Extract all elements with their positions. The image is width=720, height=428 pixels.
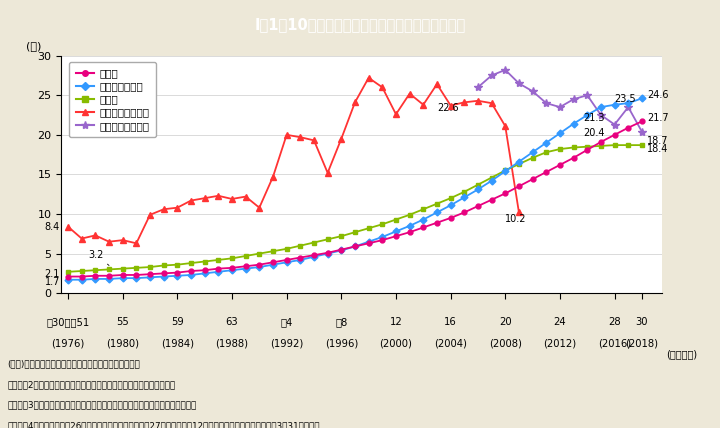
Text: 18.4: 18.4 [647,144,669,154]
Text: 2.1: 2.1 [45,269,60,279]
Text: 22.6: 22.6 [437,103,459,113]
Text: (2012): (2012) [544,338,577,348]
Y-axis label: (％): (％) [27,41,42,51]
Text: 63: 63 [225,317,238,327]
Text: (1976): (1976) [51,338,85,348]
Text: (2008): (2008) [489,338,522,348]
Text: 55: 55 [117,317,129,327]
Text: (2004): (2004) [434,338,467,348]
Text: (1988): (1988) [215,338,248,348]
Text: 3．検察官（検事），司法試験合格者については法務省資料より作成。: 3．検察官（検事），司法試験合格者については法務省資料より作成。 [7,401,197,410]
Text: 3.2: 3.2 [89,250,109,265]
Text: (1992): (1992) [270,338,303,348]
Text: 24.6: 24.6 [647,89,669,100]
Text: 4．裁判官は平成26年までは各年４月現在，平成27年以降は前年12月現在，検察官（検事）は各年3月31日現在。: 4．裁判官は平成26年までは各年４月現在，平成27年以降は前年12月現在，検察官… [7,421,320,428]
Text: 21.3: 21.3 [583,113,605,122]
Text: 昨30年以51: 昨30年以51 [46,317,90,327]
Text: 16: 16 [444,317,457,327]
Text: 8.4: 8.4 [45,222,60,232]
Text: (2000): (2000) [379,338,413,348]
Text: 21.7: 21.7 [647,113,669,122]
Text: 8: 8 [336,317,348,327]
Text: 20.4: 20.4 [583,128,605,138]
Text: (1984): (1984) [161,338,194,348]
Text: 23.5: 23.5 [615,94,636,104]
Text: (1996): (1996) [325,338,358,348]
Legend: 裁判官, 検察官（検事）, 弁護士, 旧司法試験合格者, 新司法試験合格耇: 裁判官, 検察官（検事）, 弁護士, 旧司法試験合格者, 新司法試験合格耇 [69,62,156,137]
Text: 59: 59 [171,317,184,327]
Text: (2018): (2018) [626,338,658,348]
Text: (年／年度): (年／年度) [666,349,697,359]
Text: I－1－10図　司法分野における女性の割合の推移: I－1－10図 司法分野における女性の割合の推移 [254,17,466,32]
Text: (1980): (1980) [106,338,139,348]
Text: 30: 30 [636,317,648,327]
Text: 4: 4 [281,317,293,327]
Text: 12: 12 [390,317,402,327]
Text: 1.7: 1.7 [45,277,60,287]
Text: 28: 28 [608,317,621,327]
Text: 10.2: 10.2 [505,214,527,224]
Text: 24: 24 [554,317,566,327]
Text: (2016): (2016) [598,338,631,348]
Text: 2．弁護士については日本弁護士連合会事務局資料より作成。: 2．弁護士については日本弁護士連合会事務局資料より作成。 [7,380,176,389]
Text: 18.7: 18.7 [647,137,669,146]
Text: (備考)１．裁判官については最高裁判所資料より作成。: (備考)１．裁判官については最高裁判所資料より作成。 [7,360,140,369]
Text: 20: 20 [499,317,512,327]
